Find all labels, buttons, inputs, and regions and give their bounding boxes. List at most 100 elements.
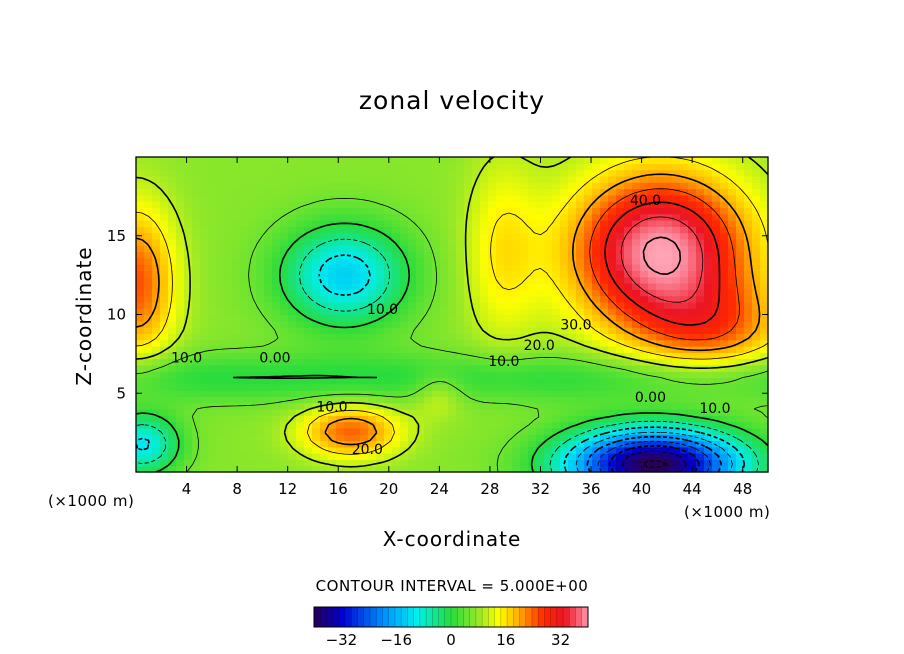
field-cell xyxy=(248,238,257,246)
field-cell xyxy=(328,352,337,360)
field-cell xyxy=(424,308,433,316)
field-cell xyxy=(568,396,577,404)
field-cell xyxy=(344,352,353,360)
field-cell xyxy=(408,371,417,379)
field-cell xyxy=(152,339,161,347)
field-cell xyxy=(384,453,393,460)
field-cell xyxy=(184,182,193,190)
field-cell xyxy=(256,390,265,397)
field-cell xyxy=(752,377,761,385)
field-cell xyxy=(184,377,193,385)
field-cell xyxy=(520,257,529,265)
field-cell xyxy=(328,364,337,372)
field-cell xyxy=(272,220,281,227)
field-cell xyxy=(384,270,393,278)
contour-label: 0.00 xyxy=(259,351,290,367)
field-cell xyxy=(432,352,441,360)
field-cell xyxy=(552,251,561,259)
field-cell xyxy=(688,295,697,303)
field-cell xyxy=(224,283,233,290)
field-cell xyxy=(392,409,401,416)
field-cell xyxy=(440,289,449,297)
field-cell xyxy=(408,421,417,429)
field-cell xyxy=(312,427,321,435)
field-cell xyxy=(352,213,361,221)
field-cell xyxy=(272,415,281,423)
field-cell xyxy=(464,301,473,309)
field-cell xyxy=(752,383,761,391)
field-cell xyxy=(576,314,585,322)
colorbar-segment xyxy=(338,607,346,627)
field-cell xyxy=(752,327,761,334)
field-cell xyxy=(136,194,145,202)
field-cell xyxy=(392,346,401,353)
field-cell xyxy=(496,194,505,202)
contour-label: 10.0 xyxy=(699,401,730,417)
field-cell xyxy=(208,201,217,208)
x-tick-label: 24 xyxy=(430,480,449,498)
field-cell xyxy=(736,163,745,171)
field-cell xyxy=(496,251,505,259)
field-cell xyxy=(144,446,153,454)
field-cell xyxy=(248,289,257,297)
field-cell xyxy=(656,377,665,385)
field-cell xyxy=(664,169,673,177)
field-cell xyxy=(432,377,441,385)
field-cell xyxy=(672,188,681,196)
field-cell xyxy=(352,339,361,347)
field-cell xyxy=(192,238,201,246)
field-cell xyxy=(512,220,521,227)
field-cell xyxy=(736,264,745,271)
field-cell xyxy=(272,213,281,221)
x-tick-label: 36 xyxy=(581,480,600,498)
field-cell xyxy=(424,232,433,240)
field-cell xyxy=(384,201,393,208)
field-cell xyxy=(536,415,545,423)
field-cell xyxy=(248,409,257,416)
field-cell xyxy=(352,276,361,284)
field-cell xyxy=(216,383,225,391)
field-cell xyxy=(400,409,409,416)
field-cell xyxy=(168,371,177,379)
field-cell xyxy=(472,434,481,442)
field-cell xyxy=(648,314,657,322)
field-cell xyxy=(368,251,377,259)
field-cell xyxy=(208,157,217,164)
field-cell xyxy=(240,333,249,341)
field-cell xyxy=(568,182,577,190)
field-cell xyxy=(664,427,673,435)
field-cell xyxy=(552,346,561,353)
field-cell xyxy=(664,390,673,397)
field-cell xyxy=(400,220,409,227)
field-cell xyxy=(208,289,217,297)
field-cell xyxy=(512,327,521,334)
field-cell xyxy=(184,289,193,297)
field-cell xyxy=(144,333,153,341)
field-cell xyxy=(408,409,417,416)
field-cell xyxy=(352,396,361,404)
field-cell xyxy=(216,301,225,309)
field-cell xyxy=(720,440,729,448)
field-cell xyxy=(272,301,281,309)
field-cell xyxy=(248,396,257,404)
field-cell xyxy=(432,201,441,208)
field-cell xyxy=(680,201,689,208)
field-cell xyxy=(616,453,625,460)
field-cell xyxy=(696,358,705,366)
field-cell xyxy=(256,295,265,303)
field-cell xyxy=(264,182,273,190)
field-cell xyxy=(704,333,713,341)
field-cell xyxy=(288,213,297,221)
field-cell xyxy=(360,182,369,190)
field-cell xyxy=(480,415,489,423)
field-cell xyxy=(144,402,153,410)
field-cell xyxy=(728,327,737,334)
field-cell xyxy=(688,169,697,177)
field-cell xyxy=(224,257,233,265)
field-cell xyxy=(136,175,145,183)
field-cell xyxy=(600,352,609,360)
field-cell xyxy=(216,220,225,227)
field-cell xyxy=(648,169,657,177)
field-cell xyxy=(264,465,273,473)
field-cell xyxy=(144,251,153,259)
